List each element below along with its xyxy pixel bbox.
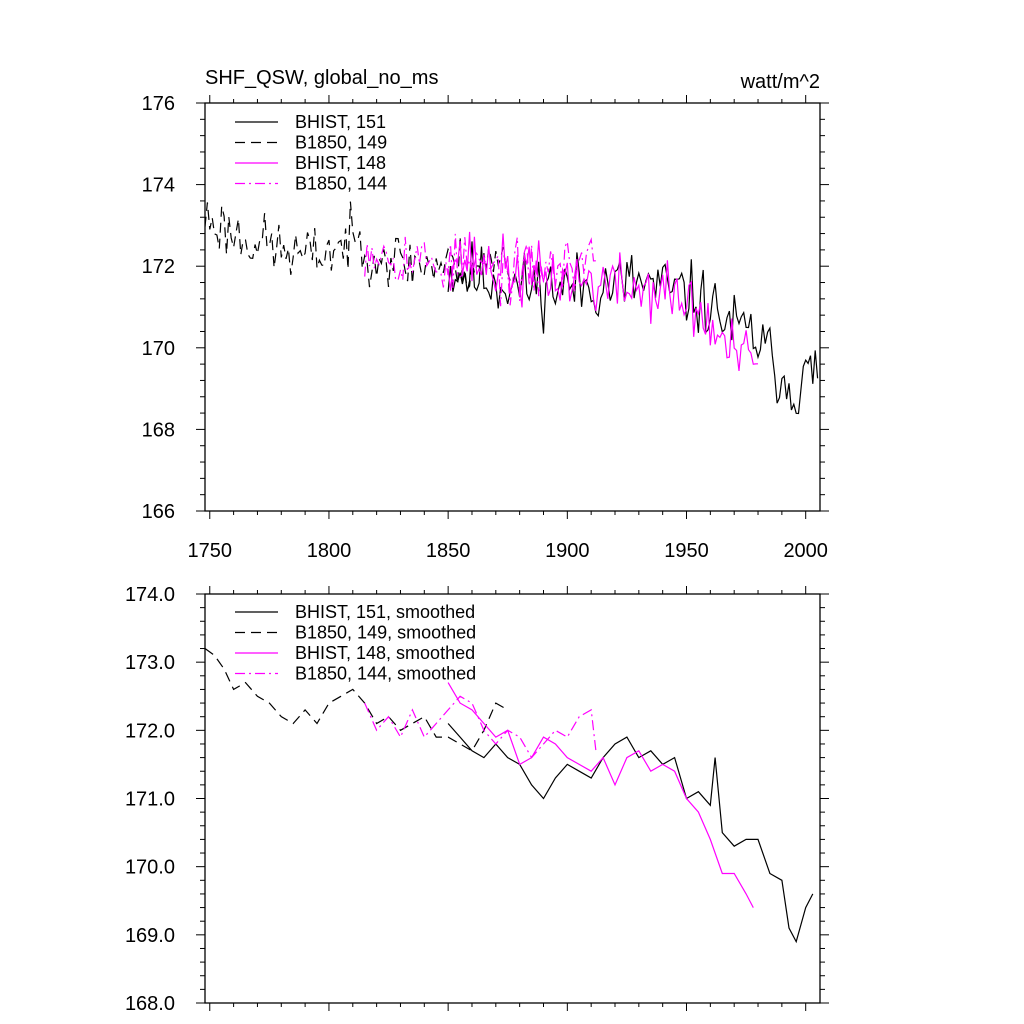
x-tick-label: 1900	[545, 540, 590, 562]
series-line-1	[447, 241, 819, 415]
legend-label: BHIST, 151	[295, 112, 386, 132]
y-tick-label: 172	[142, 256, 175, 278]
plot-frame	[204, 102, 821, 512]
bottom-panel: 168.0 169.0 170.0 171.0 172.0 173.0 174.0 BHIS…	[125, 584, 829, 1015]
y-tick-label: 168	[142, 419, 175, 441]
series-line-4	[364, 695, 597, 759]
legend-label: B1850, 149, smoothed	[295, 623, 476, 643]
y-tick-label: 176	[142, 93, 175, 115]
top-series-group	[205, 201, 819, 415]
y-tick-label: 169.0	[125, 925, 175, 947]
series-line-3	[447, 231, 759, 371]
x-tick-label: 1950	[664, 540, 709, 562]
y-tick-label: 173.0	[125, 652, 175, 674]
y-tick-label: 170	[142, 338, 175, 360]
y-tick-label: 172.0	[125, 720, 175, 742]
x-tick-label: 2000	[783, 540, 828, 562]
legend-label: B1850, 144, smoothed	[295, 664, 476, 684]
bottom-axes: 168.0 169.0 170.0 171.0 172.0 173.0 174.0	[125, 584, 829, 1015]
chart-title: SHF_QSW, global_no_ms	[205, 67, 438, 89]
legend-label: BHIST, 148, smoothed	[295, 643, 475, 663]
x-tick-label: 1800	[307, 540, 352, 562]
series-line-2	[205, 201, 511, 292]
x-tick-label: 1750	[188, 540, 233, 562]
series-line-1	[447, 723, 814, 944]
y-tick-label: 166	[142, 501, 175, 523]
legend-label: BHIST, 148	[295, 153, 386, 173]
top-axes: 1750 1800 1850 1900 1950 2000 166 168 170 172 174 1…	[142, 93, 829, 562]
y-tick-label: 168.0	[125, 993, 175, 1015]
series-line-3	[447, 682, 754, 908]
y-tick-label: 174	[142, 175, 175, 197]
top-panel: SHF_QSW, global_no_ms watt/m^2 1750 1800 1…	[142, 67, 829, 562]
y-tick-label: 171.0	[125, 789, 175, 811]
y-tick-label: 170.0	[125, 857, 175, 879]
x-tick-label: 1850	[426, 540, 471, 562]
series-line-2	[205, 648, 508, 752]
series-line-4	[364, 233, 596, 307]
y-tick-label: 174.0	[125, 584, 175, 606]
legend-label: BHIST, 151, smoothed	[295, 602, 475, 622]
bottom-series-group	[205, 648, 814, 944]
legend-label: B1850, 144	[295, 174, 387, 194]
legend-label: B1850, 149	[295, 133, 387, 153]
units-label: watt/m^2	[740, 71, 820, 93]
